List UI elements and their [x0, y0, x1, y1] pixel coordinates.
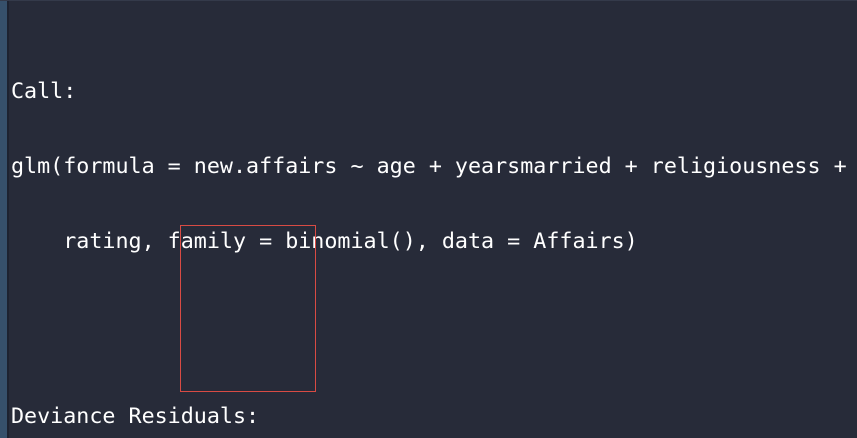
- blank-line: [11, 304, 857, 329]
- call-label: Call:: [11, 79, 77, 104]
- call-formula-line2: rating, family = binomial(), data = Affa…: [11, 229, 638, 254]
- deviance-residuals-title: Deviance Residuals:: [11, 404, 260, 429]
- call-formula-line1: glm(formula = new.affairs ~ age + yearsm…: [11, 154, 847, 179]
- left-gutter-bar: [0, 1, 9, 438]
